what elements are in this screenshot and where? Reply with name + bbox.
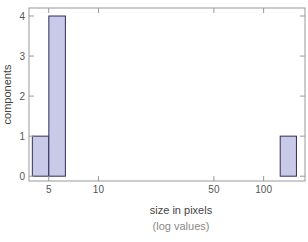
bar: [214, 176, 231, 177]
y-tick: [300, 176, 305, 177]
y-tick-label: 2: [19, 91, 25, 102]
x-tick: [48, 176, 49, 181]
bar: [98, 176, 115, 177]
y-label: components: [1, 64, 13, 124]
bar: [82, 176, 99, 177]
annotation: (log values): [153, 220, 210, 232]
bar: [164, 176, 181, 177]
y-tick: [300, 96, 305, 97]
bar: [264, 176, 281, 177]
bar: [32, 136, 49, 176]
x-tick: [98, 8, 99, 13]
x-tick: [263, 8, 264, 13]
x-tick-label: 100: [255, 184, 272, 195]
y-tick-label: 4: [19, 11, 25, 22]
x-tick-label: 5: [46, 184, 52, 195]
bar: [198, 176, 215, 177]
x-tick-label: 50: [208, 184, 220, 195]
bars: [32, 16, 296, 176]
bar: [247, 176, 264, 177]
y-tick: [300, 16, 305, 17]
bar: [49, 16, 66, 176]
y-tick: [29, 16, 34, 17]
y-tick: [300, 136, 305, 137]
x-tick: [213, 176, 214, 181]
bar: [231, 176, 247, 177]
bar: [65, 176, 81, 177]
x-tick: [48, 8, 49, 13]
y-tick-label: 3: [19, 51, 25, 62]
x-tick: [263, 176, 264, 181]
bar: [280, 136, 296, 176]
bar: [181, 176, 198, 177]
x-tick: [98, 176, 99, 181]
y-tick: [29, 136, 34, 137]
y-tick: [300, 56, 305, 57]
y-tick-label: 1: [19, 131, 25, 142]
bar: [131, 176, 148, 177]
x-tick-label: 10: [93, 184, 105, 195]
y-tick: [29, 176, 34, 177]
bar: [115, 176, 131, 177]
y-tick: [29, 96, 34, 97]
frame: [29, 8, 305, 181]
x-label: size in pixels: [150, 204, 213, 216]
y-tick-label: 0: [19, 171, 25, 182]
bar: [148, 176, 164, 177]
chart: 5 10 50 100 0 1 2 3 4 size in pixels (log values) c…: [0, 0, 308, 242]
x-tick: [213, 8, 214, 13]
y-tick: [29, 56, 34, 57]
